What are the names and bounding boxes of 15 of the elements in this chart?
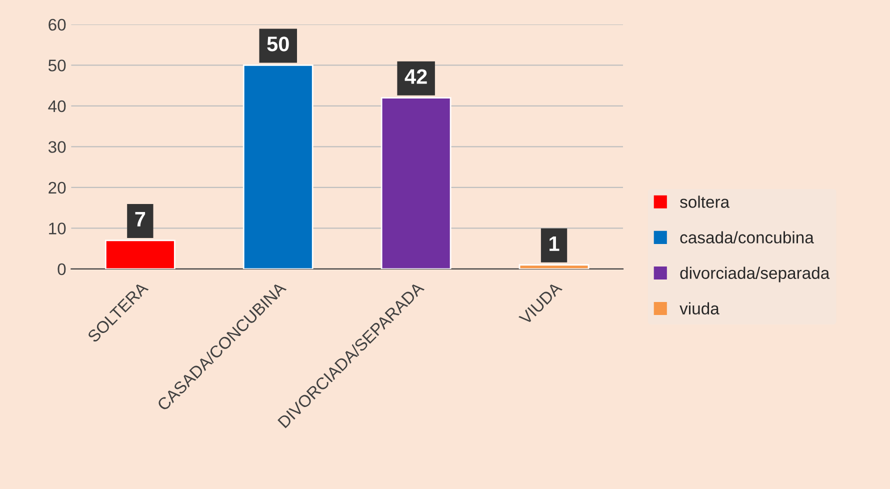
y-tick-label: 40 <box>48 100 66 112</box>
y-tick-label: 60 <box>48 18 66 31</box>
legend-label: divorciada/separada <box>680 266 830 282</box>
data-label: 1 <box>550 236 560 251</box>
data-label: 50 <box>267 36 289 52</box>
y-tick-label: 30 <box>48 141 66 153</box>
y-tick-label: 20 <box>48 182 66 194</box>
y-tick-label: 50 <box>48 60 66 72</box>
legend-label: casada/concubina <box>680 231 814 244</box>
legend-label: soltera <box>680 196 730 208</box>
y-tick-label: 0 <box>58 263 66 276</box>
data-label: 42 <box>404 69 427 84</box>
data-label: 7 <box>135 212 146 226</box>
legend-label: viuda <box>680 302 720 315</box>
y-tick-label: 10 <box>49 222 66 234</box>
